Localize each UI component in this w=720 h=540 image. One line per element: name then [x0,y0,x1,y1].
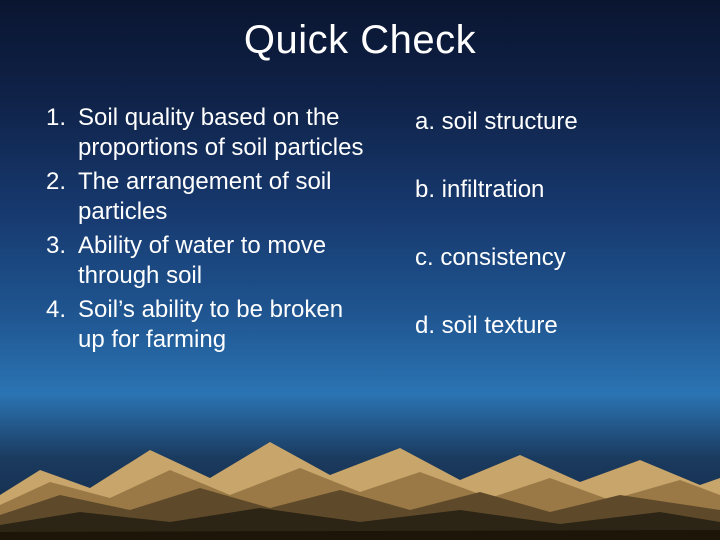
list-item: 3. Ability of water to move through soil [30,231,375,291]
answer-option: d. soil texture [415,311,690,341]
list-marker: 4. [30,295,78,355]
list-item: 2. The arrangement of soil particles [30,167,375,227]
list-item: 1. Soil quality based on the proportions… [30,103,375,163]
slide-title: Quick Check [0,0,720,63]
content-area: 1. Soil quality based on the proportions… [0,63,720,379]
question-text: Soil’s ability to be broken up for farmi… [78,295,375,355]
answers-column: a. soil structure b. infiltration c. con… [415,103,690,379]
slide: Quick Check 1. Soil quality based on the… [0,0,720,540]
mountain-ridge-far [0,442,720,540]
mountain-ridge-dark [0,488,720,540]
question-list: 1. Soil quality based on the proportions… [30,103,375,355]
questions-column: 1. Soil quality based on the proportions… [30,103,375,379]
question-text: Soil quality based on the proportions of… [78,103,375,163]
question-text: The arrangement of soil particles [78,167,375,227]
answer-option: a. soil structure [415,107,690,137]
mountain-ridge-mid [0,468,720,540]
list-item: 4. Soil’s ability to be broken up for fa… [30,295,375,355]
list-marker: 2. [30,167,78,227]
mountain-shadow [0,508,720,540]
question-text: Ability of water to move through soil [78,231,375,291]
mountain-decoration [0,400,720,540]
list-marker: 3. [30,231,78,291]
answer-option: c. consistency [415,243,690,273]
answer-option: b. infiltration [415,175,690,205]
list-marker: 1. [30,103,78,163]
mountain-base [0,530,720,540]
